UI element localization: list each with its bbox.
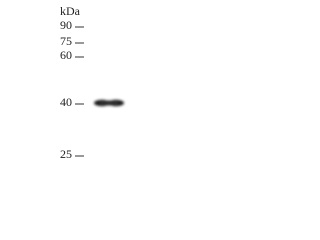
band-center: [100, 100, 118, 106]
band: [94, 99, 124, 107]
marker-label: 75: [60, 34, 72, 48]
marker-label: 60: [60, 48, 72, 62]
page: {"unit": "kDa", "markers": [{"label": "9…: [0, 0, 180, 180]
unit-label: kDa: [60, 4, 81, 18]
marker-label: 90: [60, 18, 72, 32]
marker-label: 25: [60, 147, 72, 161]
marker-label: 40: [60, 95, 72, 109]
background: [0, 0, 180, 180]
